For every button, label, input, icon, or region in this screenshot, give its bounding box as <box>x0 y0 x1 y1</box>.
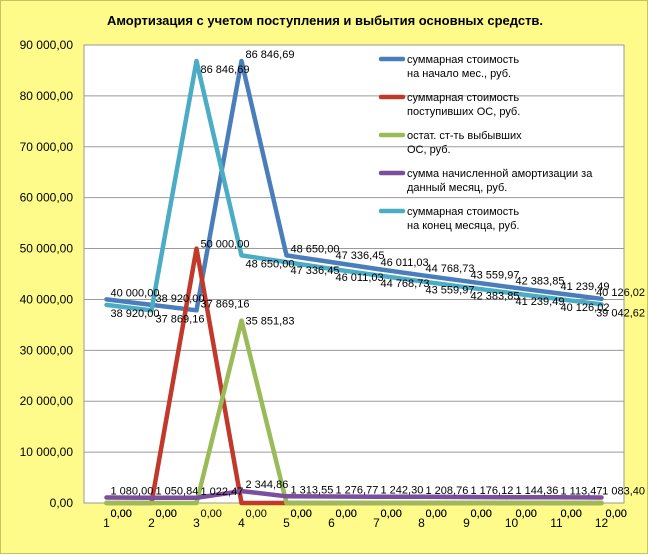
legend-entry-3: остат. ст-ть выбывших <box>407 130 522 142</box>
data-label: 2 344,86 <box>246 479 289 491</box>
data-label: 1 276,77 <box>336 485 379 497</box>
series-line-3 <box>104 318 604 506</box>
data-label: 0,00 <box>381 508 402 520</box>
series-line-5 <box>104 58 604 313</box>
data-label: 1 080,00 <box>111 486 154 498</box>
data-label: 0,00 <box>336 508 357 520</box>
x-tick-label: 6 <box>328 516 335 530</box>
x-tick-label: 2 <box>148 516 155 530</box>
data-label: 0,00 <box>516 508 537 520</box>
legend-entry-5: на конец месяца, руб. <box>407 220 520 232</box>
data-label: 0,00 <box>426 508 447 520</box>
x-tick-label: 5 <box>283 516 290 530</box>
x-tick-label: 12 <box>595 516 609 530</box>
legend-entry-2: поступивших ОС, руб. <box>407 106 520 118</box>
data-label: 46 011,03 <box>381 257 429 269</box>
data-label: 0,00 <box>561 508 582 520</box>
x-tick-label: 8 <box>418 516 425 530</box>
legend-entry-1: суммарная стоимость <box>407 54 519 66</box>
x-tick-label: 3 <box>193 516 200 530</box>
x-tick-label: 9 <box>463 516 470 530</box>
y-tick-label: 50 000,00 <box>20 242 74 256</box>
data-label: 43 559,97 <box>426 284 475 296</box>
data-label: 47 336,45 <box>291 265 340 277</box>
y-tick-label: 40 000,00 <box>20 292 74 306</box>
data-label: 0,00 <box>516 508 537 520</box>
x-tick-label: 10 <box>505 516 519 530</box>
data-label: 0,00 <box>336 508 357 520</box>
data-label: 47 336,45 <box>336 250 385 262</box>
data-label: 40 000,00 <box>111 287 160 299</box>
data-label: 43 559,97 <box>471 269 520 281</box>
data-label: 48 650,00 <box>291 243 340 255</box>
data-label: 1 313,55 <box>291 484 334 496</box>
y-tick-label: 0,00 <box>50 496 74 510</box>
data-label: 1 113,47 <box>561 485 603 497</box>
data-label: 44 768,73 <box>381 278 430 290</box>
y-tick-label: 90 000,00 <box>20 38 74 52</box>
data-label: 86 846,69 <box>201 64 250 76</box>
data-label: 0,00 <box>111 508 132 520</box>
data-label: 0,00 <box>201 508 222 520</box>
data-label: 0,00 <box>471 508 492 520</box>
data-label: 38 920,00 <box>156 293 205 305</box>
data-label: 40 126,02 <box>596 287 645 299</box>
data-label: 0,00 <box>561 508 582 520</box>
data-label: 41 239,49 <box>516 296 565 308</box>
data-label: 40 126,02 <box>561 302 610 314</box>
data-label: 1 144,36 <box>516 485 559 497</box>
data-label: 1 208,76 <box>426 485 469 497</box>
data-label: 1 083,40 <box>602 486 645 498</box>
series-line-4 <box>104 488 604 501</box>
y-tick-label: 20 000,00 <box>20 394 74 408</box>
data-label: 0,00 <box>291 508 312 520</box>
data-label: 0,00 <box>246 508 267 520</box>
data-label: 0,00 <box>606 508 627 520</box>
data-label: 0,00 <box>381 508 402 520</box>
y-tick-label: 10 000,00 <box>20 445 74 459</box>
data-label: 35 851,83 <box>246 316 295 328</box>
y-tick-label: 30 000,00 <box>20 343 74 357</box>
data-label: 42 383,85 <box>516 275 565 287</box>
data-label: 0,00 <box>606 508 627 520</box>
legend-entry-3: ОС, руб. <box>407 144 451 156</box>
data-label: 38 920,00 <box>111 308 160 320</box>
data-label: 0,00 <box>156 508 177 520</box>
data-label: 0,00 <box>156 508 177 520</box>
series-line-1 <box>104 58 604 313</box>
data-label: 50 000,00 <box>201 239 250 251</box>
data-label: 1 050,84 <box>156 486 199 498</box>
data-label: 42 383,85 <box>471 290 520 302</box>
x-tick-label: 7 <box>373 516 380 530</box>
y-tick-label: 70 000,00 <box>20 140 74 154</box>
data-label: 86 846,69 <box>246 49 295 61</box>
data-label: 46 011,03 <box>336 272 384 284</box>
legend-entry-4: сумма начисленной амортизации за <box>407 168 593 180</box>
x-tick-label: 1 <box>103 516 110 530</box>
x-tick-label: 11 <box>550 516 563 530</box>
legend-entry-5: суммарная стоимость <box>407 206 519 218</box>
data-label: 1 176,12 <box>471 485 514 497</box>
data-label: 44 768,73 <box>426 263 475 275</box>
data-label: 0,00 <box>426 508 447 520</box>
y-tick-label: 80 000,00 <box>20 89 74 103</box>
data-label: 1 022,47 <box>201 486 244 498</box>
legend-entry-4: данный месяц, руб. <box>407 182 507 194</box>
chart-title: Амортизация с учетом поступления и выбыт… <box>107 13 543 28</box>
legend-entry-2: суммарная стоимость <box>407 92 519 104</box>
x-tick-label: 4 <box>238 516 245 530</box>
y-tick-label: 60 000,00 <box>20 191 74 205</box>
data-label: 41 239,49 <box>561 281 610 293</box>
data-label: 1 242,30 <box>381 485 424 497</box>
data-label: 0,00 <box>471 508 492 520</box>
data-label: 37 869,16 <box>156 313 205 325</box>
legend-entry-1: на начало мес., руб. <box>407 68 511 80</box>
data-label: 37 869,16 <box>201 298 250 310</box>
data-label: 48 650,00 <box>246 258 295 270</box>
data-label: 0,00 <box>291 508 312 520</box>
data-label: 0,00 <box>111 508 132 520</box>
data-label: 39 042,62 <box>596 307 645 319</box>
